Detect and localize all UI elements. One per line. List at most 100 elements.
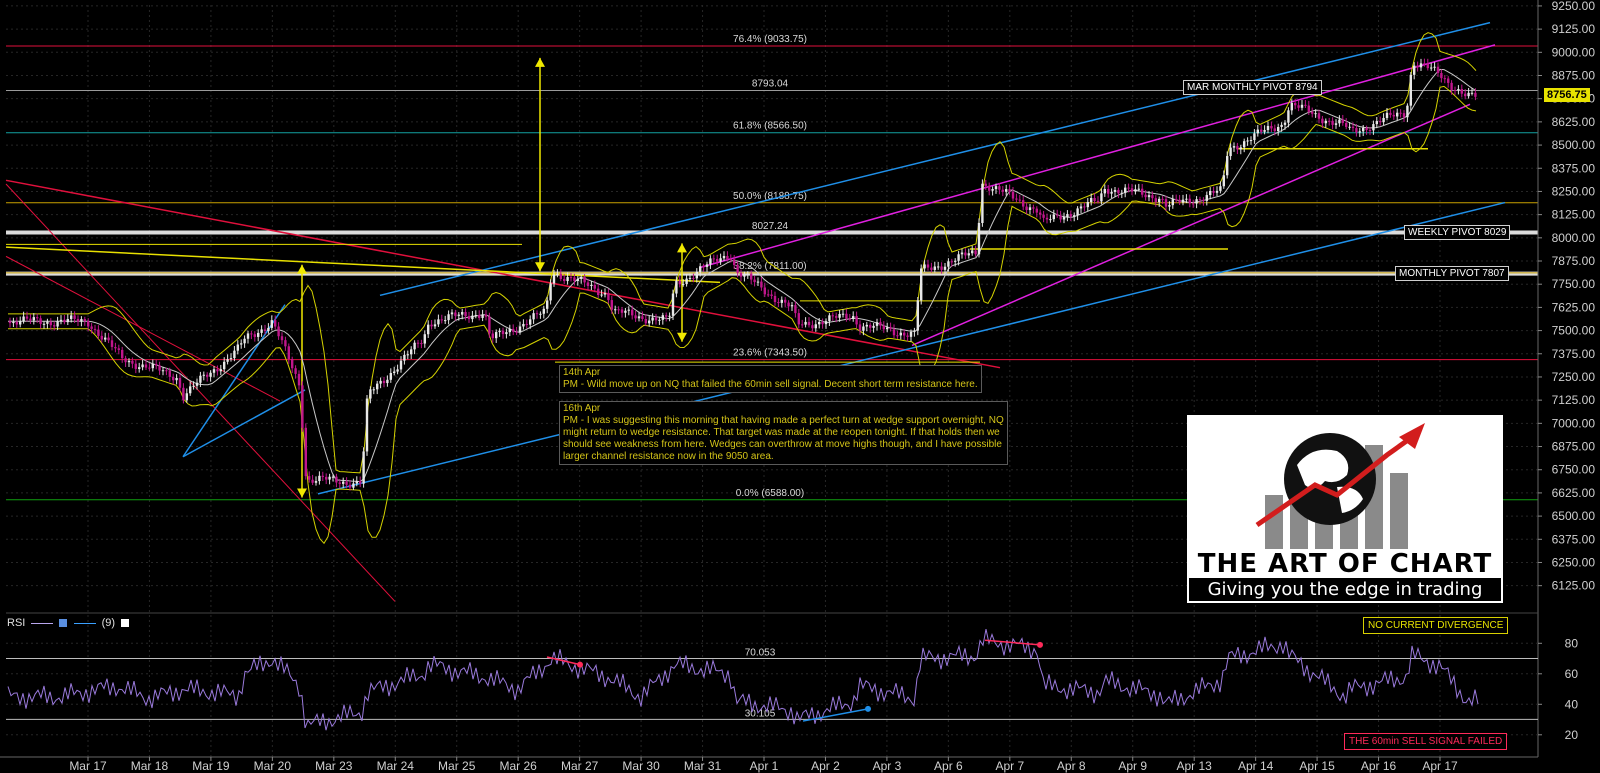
time-tick-label: Apr 14 bbox=[1238, 759, 1274, 773]
candle-body bbox=[1467, 92, 1470, 97]
candle-body bbox=[318, 475, 321, 482]
rsi-period: (9) bbox=[101, 617, 116, 629]
time-tick-label: Mar 27 bbox=[561, 759, 599, 773]
candle-body bbox=[607, 293, 610, 301]
candle-body bbox=[471, 315, 474, 320]
candle-body bbox=[192, 385, 195, 387]
divergence-arrow bbox=[546, 656, 581, 666]
candle-body bbox=[1205, 195, 1208, 201]
candle-body bbox=[311, 479, 314, 483]
candle-body bbox=[892, 329, 896, 336]
candle-body bbox=[1239, 147, 1242, 150]
fib-level-label: 0.0% (6588.00) bbox=[736, 488, 804, 499]
candle-body bbox=[236, 344, 239, 351]
price-tick-label: 6125.00 bbox=[1552, 579, 1596, 593]
candle-body bbox=[719, 258, 722, 262]
candle-body bbox=[651, 317, 654, 321]
candle-body bbox=[1110, 191, 1113, 194]
candle-body bbox=[549, 283, 552, 301]
candle-body bbox=[15, 321, 18, 325]
last-price-tag: 8756.75 bbox=[1544, 88, 1590, 102]
candle-body bbox=[610, 300, 613, 310]
candle-body bbox=[117, 348, 120, 350]
candle-body bbox=[644, 319, 647, 324]
candle-body bbox=[797, 313, 800, 325]
time-tick-label: Mar 23 bbox=[315, 759, 353, 773]
moving-average bbox=[8, 68, 1477, 483]
candle-body bbox=[66, 319, 69, 323]
horizontal-levels: 76.4% (9033.75) 61.8% (8566.50) 50.0% (818… bbox=[6, 34, 1538, 501]
candle-body bbox=[770, 294, 773, 296]
candle-body bbox=[1168, 205, 1171, 207]
candle-body bbox=[114, 346, 117, 349]
candle-body bbox=[1474, 92, 1477, 97]
candle-body bbox=[1073, 215, 1076, 217]
candle-body bbox=[42, 323, 46, 325]
time-tick-label: Mar 26 bbox=[500, 759, 538, 773]
candle-body bbox=[1107, 189, 1110, 194]
candle-body bbox=[1093, 198, 1096, 201]
candle-body bbox=[1144, 194, 1147, 198]
candle-body bbox=[899, 332, 902, 336]
rsi-tick-label: 80 bbox=[1565, 636, 1579, 650]
checkbox-icon[interactable] bbox=[59, 619, 68, 628]
candle-body bbox=[1181, 199, 1185, 203]
candle-body bbox=[1266, 125, 1270, 131]
candle-body bbox=[138, 367, 141, 369]
candle-body bbox=[801, 324, 804, 326]
fib-level-label: 50.0% (8188.75) bbox=[733, 191, 807, 202]
candle-body bbox=[1226, 156, 1229, 176]
candle-body bbox=[328, 476, 331, 480]
rsi-level-label: 30.105 bbox=[745, 708, 776, 719]
rsi-level-label: 70.053 bbox=[745, 647, 776, 658]
price-tick-label: 7875.00 bbox=[1552, 254, 1596, 268]
candle-body bbox=[614, 309, 617, 311]
candle-body bbox=[705, 264, 709, 267]
candle-body bbox=[1413, 65, 1416, 75]
fib-level-label: 23.6% (7343.50) bbox=[733, 348, 807, 359]
arrow-head bbox=[677, 332, 687, 342]
candle-body bbox=[39, 318, 42, 324]
time-tick-label: Apr 7 bbox=[995, 759, 1024, 773]
candle-body bbox=[814, 324, 817, 329]
candle-body bbox=[508, 328, 511, 333]
arrow-head bbox=[297, 488, 307, 498]
candle-body bbox=[284, 340, 287, 347]
candle-body bbox=[56, 321, 59, 327]
candle-body bbox=[393, 371, 396, 373]
candle-body bbox=[134, 363, 137, 369]
candle-body bbox=[216, 369, 219, 372]
time-tick-label: Apr 2 bbox=[811, 759, 840, 773]
candle-body bbox=[855, 316, 858, 325]
candle-body bbox=[1375, 121, 1378, 125]
candle-body bbox=[110, 340, 114, 347]
candle-body bbox=[1324, 120, 1327, 124]
candle-body bbox=[148, 367, 151, 369]
candle-body bbox=[121, 349, 124, 359]
candle-body bbox=[1137, 188, 1140, 190]
candle-body bbox=[773, 295, 777, 303]
candle-body bbox=[1283, 122, 1287, 125]
candle-body bbox=[104, 337, 107, 340]
candle-body bbox=[712, 258, 715, 260]
candle-body bbox=[1195, 199, 1198, 204]
candle-body bbox=[1321, 118, 1324, 124]
price-tick-label: 7000.00 bbox=[1552, 416, 1596, 430]
candle-body bbox=[233, 350, 236, 359]
candle-body bbox=[784, 299, 787, 303]
candle-body bbox=[260, 329, 263, 333]
candle-body bbox=[199, 375, 202, 383]
candle-body bbox=[668, 315, 671, 317]
candle-body bbox=[739, 272, 743, 277]
candle-body bbox=[688, 277, 692, 279]
candle-body bbox=[304, 427, 307, 477]
bollinger-lower bbox=[8, 85, 1477, 545]
settings-icon[interactable] bbox=[121, 619, 130, 628]
candle-body bbox=[988, 185, 991, 191]
candle-body bbox=[124, 358, 127, 363]
candle-body bbox=[1171, 199, 1174, 206]
candle-body bbox=[1399, 112, 1402, 114]
candle-body bbox=[637, 316, 641, 319]
candle-body bbox=[308, 476, 311, 480]
